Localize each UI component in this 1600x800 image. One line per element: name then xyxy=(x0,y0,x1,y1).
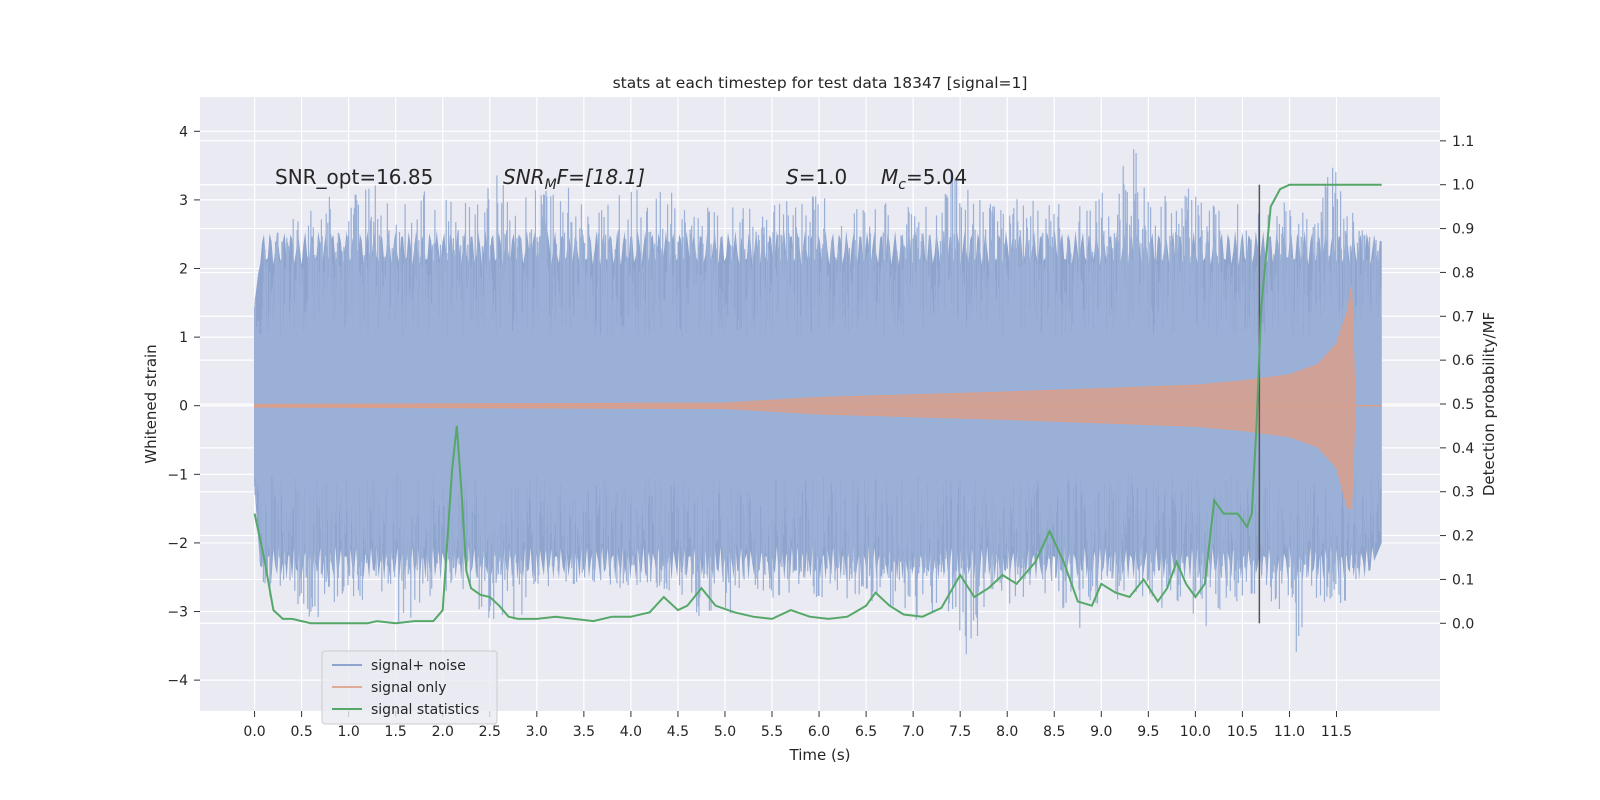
x-tick-label: 4.5 xyxy=(667,724,689,740)
x-tick-label: 8.5 xyxy=(1043,724,1065,740)
x-tick-label: 2.0 xyxy=(432,724,454,740)
y-right-axis-title: Detection probability/MF xyxy=(1480,312,1498,496)
y-right-tick-label: 0.5 xyxy=(1452,397,1474,413)
y-right-ticks: 0.0 0.1 0.2 0.3 0.4 0.5 0.6 0.7 0.8 0.9 1.0 1.1 xyxy=(1440,134,1474,632)
annotation-snr-mf: SNRMF=[18.1] xyxy=(503,165,645,193)
x-tick-label: 2.5 xyxy=(479,724,501,740)
y-right-tick-label: 0.3 xyxy=(1452,485,1474,501)
x-tick-label: 0.5 xyxy=(290,724,312,740)
x-axis-title: Time (s) xyxy=(789,746,851,764)
legend-label-signal-noise: signal+ noise xyxy=(371,658,466,674)
annotation-mc: Mc=5.04 xyxy=(881,165,967,193)
x-tick-label: 7.0 xyxy=(902,724,924,740)
y-left-tick-label: 1 xyxy=(179,330,188,346)
y-left-tick-label: −3 xyxy=(167,605,188,621)
x-tick-label: 1.0 xyxy=(338,724,360,740)
x-tick-label: 6.0 xyxy=(808,724,830,740)
x-tick-label: 10.0 xyxy=(1180,724,1211,740)
legend-box xyxy=(321,650,498,725)
x-tick-label: 11.5 xyxy=(1321,724,1352,740)
x-tick-label: 9.0 xyxy=(1090,724,1112,740)
x-tick-label: 9.5 xyxy=(1137,724,1159,740)
x-tick-label: 11.0 xyxy=(1274,724,1305,740)
y-right-tick-label: 0.1 xyxy=(1452,572,1474,588)
y-left-tick-label: 3 xyxy=(179,193,188,209)
y-right-tick-label: 0.7 xyxy=(1452,309,1474,325)
x-tick-label: 4.0 xyxy=(620,724,642,740)
x-tick-label: 7.5 xyxy=(949,724,971,740)
y-left-tick-label: 0 xyxy=(179,399,188,415)
y-right-tick-label: 0.8 xyxy=(1452,265,1474,281)
y-left-tick-label: −4 xyxy=(167,673,188,689)
y-right-tick-label: 0.9 xyxy=(1452,222,1474,238)
y-left-ticks: −4 −3 −2 −1 0 1 2 3 4 xyxy=(167,124,200,689)
y-left-tick-label: −2 xyxy=(167,536,188,552)
legend: signal+ noise signal only signal statist… xyxy=(321,650,498,725)
legend-label-signal-only: signal only xyxy=(371,680,446,696)
series-signal-statistics xyxy=(253,183,1382,625)
y-right-tick-label: 0.4 xyxy=(1452,441,1474,457)
x-ticks: 0.0 0.5 1.0 1.5 2.0 2.5 3.0 3.5 4.0 4.5 5.0 5.5 6.0 6… xyxy=(243,711,1352,740)
x-tick-label: 1.5 xyxy=(385,724,407,740)
x-tick-label: 8.0 xyxy=(996,724,1018,740)
x-tick-label: 6.5 xyxy=(855,724,877,740)
y-right-tick-label: 1.1 xyxy=(1452,134,1474,150)
y-right-tick-label: 0.6 xyxy=(1452,353,1474,369)
y-left-tick-label: 2 xyxy=(179,262,188,278)
legend-label-signal-statistics: signal statistics xyxy=(371,702,479,718)
y-right-tick-label: 1.0 xyxy=(1452,178,1474,194)
y-left-tick-label: −1 xyxy=(167,467,188,483)
y-right-tick-label: 0.2 xyxy=(1452,529,1474,545)
x-tick-label: 3.5 xyxy=(573,724,595,740)
annotation-s: S=1.0 xyxy=(786,165,847,189)
chart-title: stats at each timestep for test data 183… xyxy=(613,74,1028,92)
x-tick-label: 5.5 xyxy=(761,724,783,740)
x-tick-label: 10.5 xyxy=(1227,724,1258,740)
x-tick-label: 5.0 xyxy=(714,724,736,740)
x-tick-label: 0.0 xyxy=(243,724,265,740)
x-tick-label: 3.0 xyxy=(526,724,548,740)
annotation-snr-opt: SNR_opt=16.85 xyxy=(275,165,433,189)
y-left-axis-title: Whitened strain xyxy=(142,344,160,463)
y-right-tick-label: 0.0 xyxy=(1452,616,1474,632)
y-left-tick-label: 4 xyxy=(179,124,188,140)
